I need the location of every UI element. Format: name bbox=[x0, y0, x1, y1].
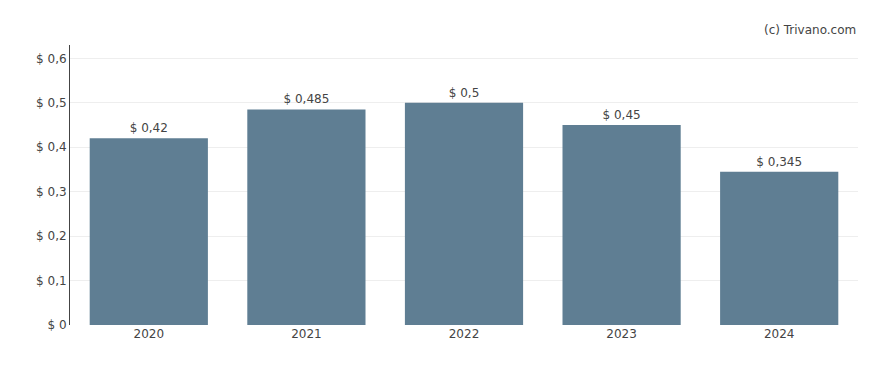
svg-text:$ 0,6: $ 0,6 bbox=[36, 52, 67, 66]
svg-text:$ 0: $ 0 bbox=[48, 318, 67, 332]
svg-text:$ 0,5: $ 0,5 bbox=[36, 96, 67, 110]
svg-text:2020: 2020 bbox=[134, 327, 165, 341]
svg-text:2021: 2021 bbox=[291, 327, 322, 341]
svg-text:$ 0,45: $ 0,45 bbox=[603, 108, 641, 122]
svg-text:$ 0,345: $ 0,345 bbox=[756, 155, 802, 169]
svg-text:$ 0,4: $ 0,4 bbox=[36, 140, 67, 154]
svg-text:$ 0,1: $ 0,1 bbox=[36, 274, 67, 288]
svg-text:$ 0,485: $ 0,485 bbox=[283, 92, 329, 106]
svg-text:$ 0,42: $ 0,42 bbox=[130, 121, 168, 135]
svg-text:2023: 2023 bbox=[606, 327, 637, 341]
svg-text:2024: 2024 bbox=[764, 327, 795, 341]
svg-text:(c) Trivano.com: (c) Trivano.com bbox=[764, 23, 856, 37]
svg-text:$ 0,2: $ 0,2 bbox=[36, 229, 67, 243]
svg-text:$ 0,5: $ 0,5 bbox=[449, 86, 480, 100]
svg-text:2022: 2022 bbox=[449, 327, 480, 341]
svg-text:$ 0,3: $ 0,3 bbox=[36, 185, 67, 199]
